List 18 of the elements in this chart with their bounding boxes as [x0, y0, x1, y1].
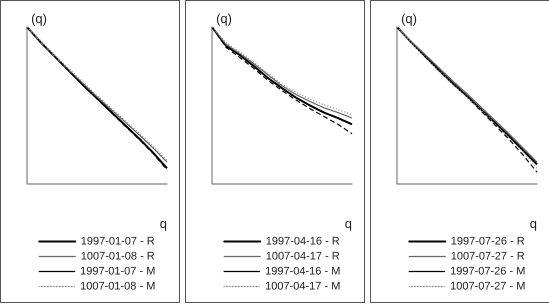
legend-label: 1997-07-26 - M — [450, 266, 526, 278]
x-axis-title: q — [160, 216, 167, 231]
legend-label: 1997-07-26 - R — [450, 236, 525, 248]
legend-label: 1997-04-16 - M — [265, 266, 340, 278]
x-axis-title: q — [530, 216, 537, 231]
legend-label: 1007-04-17 - R — [266, 250, 340, 263]
legend-label: 1997-01-07 - R — [80, 236, 155, 248]
y-axis-title: (q) — [401, 11, 417, 26]
y-axis-title: (q) — [31, 11, 47, 26]
legend-label: 1997-04-16 - R — [266, 236, 340, 248]
legend-label: 1007-07-27 - R — [450, 250, 525, 263]
y-axis-title: (q) — [216, 11, 232, 26]
legend-label: 1997-01-07 - M — [80, 266, 156, 278]
legend-label: 1007-07-27 - M — [450, 280, 526, 293]
legend-label: 1007-01-08 - R — [80, 250, 155, 263]
x-axis-title: q — [344, 216, 352, 231]
legend-label: 1007-04-17 - M — [265, 280, 340, 293]
legend-label: 1007-01-08 - M — [80, 280, 156, 293]
